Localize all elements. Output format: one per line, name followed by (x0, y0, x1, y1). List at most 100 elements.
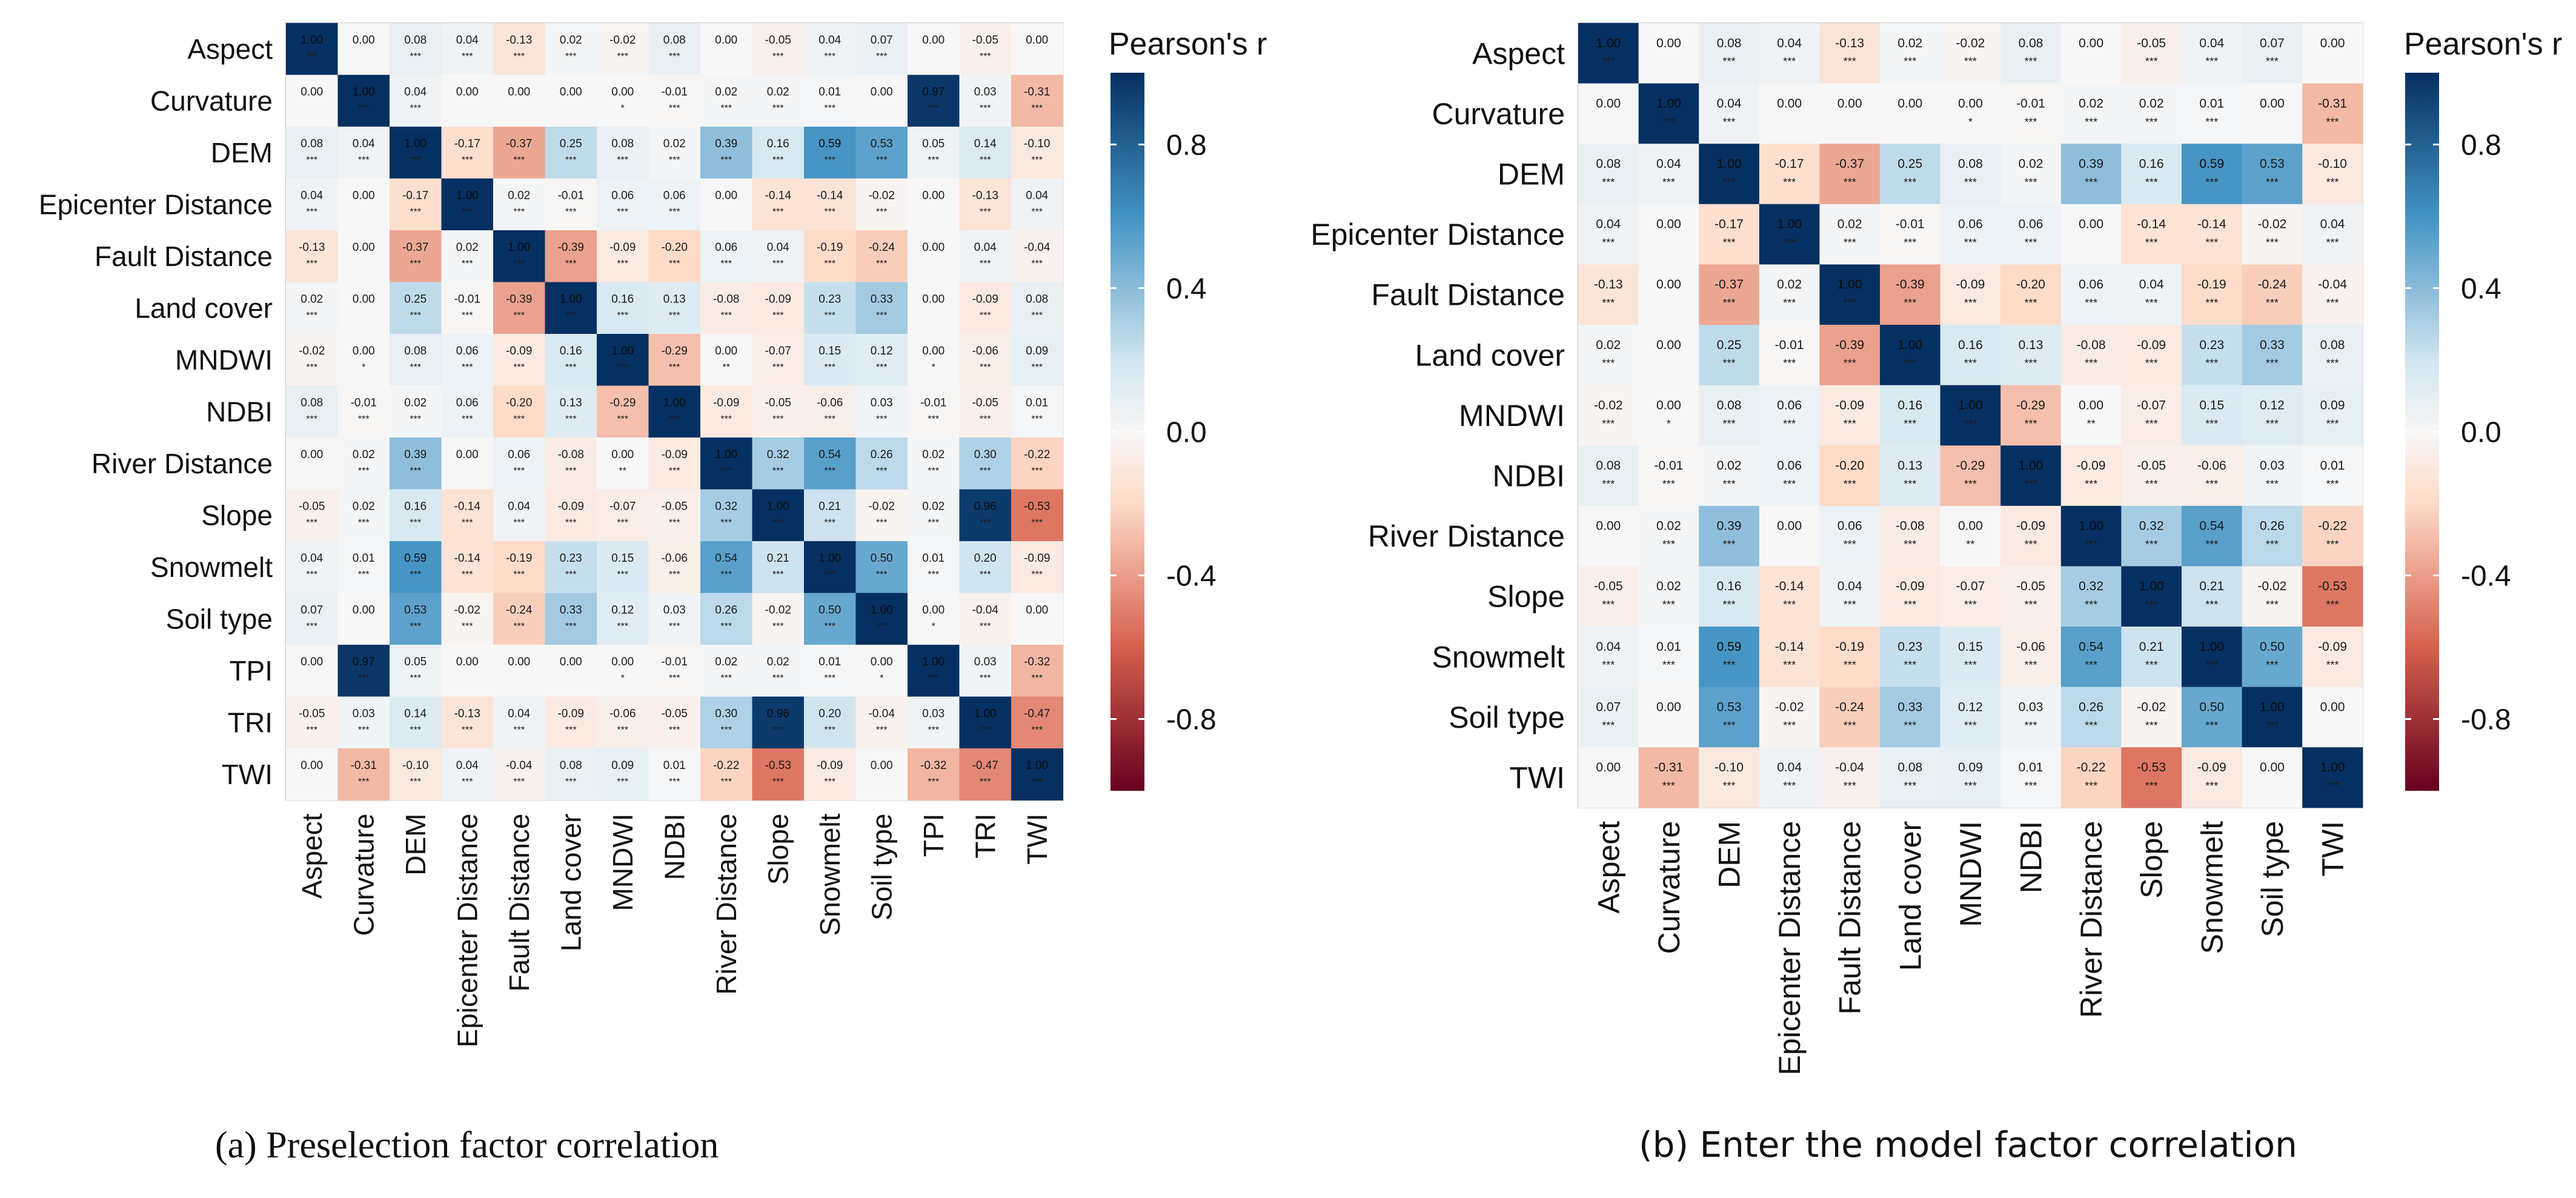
heatmap-cell (441, 489, 494, 542)
cell-value-label: 0.01 (2199, 96, 2224, 110)
heatmap-cell (597, 541, 649, 593)
cell-significance-label: *** (306, 517, 317, 528)
cell-significance-label: *** (1964, 599, 1977, 611)
heatmap-cell (959, 127, 1012, 179)
column-label: Fault Distance (1833, 821, 1867, 1015)
cell-significance-label: *** (1844, 719, 1856, 731)
cell-value-label: 0.06 (1837, 519, 1862, 533)
cell-value-label: 0.33 (2260, 338, 2285, 352)
cell-value-label: 0.00 (922, 190, 944, 202)
heatmap-cell (1578, 747, 1639, 808)
cell-significance-label: *** (772, 621, 784, 631)
cell-value-label: -0.09 (2318, 640, 2347, 654)
cell-significance-label: *** (565, 725, 577, 735)
cell-significance-label: *** (669, 310, 680, 321)
cell-significance-label: *** (876, 310, 888, 321)
column-label: TPI (918, 814, 949, 857)
cell-significance-label: *** (876, 621, 888, 631)
heatmap-cell (286, 438, 338, 490)
cell-significance-label: *** (2205, 539, 2218, 551)
heatmap-cell (804, 75, 856, 127)
cell-significance-label: *** (928, 673, 939, 684)
heatmap-cell (752, 230, 805, 282)
cell-significance-label: *** (772, 207, 784, 217)
cell-significance-label: *** (876, 414, 888, 424)
cell-value-label: 0.21 (2139, 640, 2164, 654)
cell-significance-label: *** (2145, 418, 2158, 430)
cell-value-label: 0.25 (1717, 338, 1742, 352)
row-label: Curvature (150, 85, 273, 116)
cell-significance-label: *** (2145, 358, 2158, 370)
cell-value-label: 0.00 (560, 656, 582, 668)
cell-value-label: 0.02 (353, 448, 375, 461)
cell-value-label: -0.09 (1896, 579, 1925, 593)
cell-value-label: 0.30 (974, 448, 997, 461)
cell-value-label: 0.02 (2079, 96, 2103, 110)
column-label: Soil type (2256, 821, 2289, 937)
cell-significance-label: *** (1783, 418, 1796, 430)
heatmap-cell (390, 645, 442, 697)
cell-significance-label: *** (565, 362, 577, 373)
heatmap-cell (908, 748, 960, 800)
heatmap-cell (2182, 385, 2243, 446)
cell-significance-label: *** (306, 259, 317, 269)
cell-value-label: -0.09 (558, 501, 584, 513)
heatmap-cell (2182, 627, 2243, 688)
cell-significance-label: *** (513, 570, 525, 580)
heatmap-cell (1819, 505, 1881, 567)
cell-significance-label: *** (980, 673, 991, 684)
heatmap-cell (2000, 83, 2062, 144)
cell-value-label: 0.32 (767, 448, 789, 461)
cell-significance-label: *** (1783, 237, 1796, 249)
cell-significance-label: *** (2205, 418, 2218, 430)
cell-significance-label: * (362, 362, 365, 373)
cell-value-label: 0.04 (974, 241, 997, 254)
cell-value-label: 0.26 (715, 604, 737, 617)
cell-value-label: 0.00 (611, 448, 634, 461)
cell-significance-label: *** (1722, 719, 1735, 731)
cell-value-label: -0.39 (558, 241, 584, 254)
heatmap-cell (2182, 747, 2243, 808)
cell-value-label: -0.01 (454, 293, 480, 306)
heatmap-cell (2182, 204, 2243, 265)
cell-significance-label: *** (2085, 297, 2097, 309)
cell-significance-label: *** (410, 466, 421, 476)
heatmap-cell (2302, 23, 2363, 84)
heatmap-cell (1011, 593, 1063, 645)
cell-value-label: 0.02 (508, 190, 530, 202)
cell-value-label: 0.50 (818, 604, 841, 617)
heatmap-cell (908, 23, 960, 75)
heatmap-cell (2060, 445, 2122, 507)
heatmap-cell (1819, 264, 1881, 325)
heatmap-cell (2060, 83, 2122, 144)
cell-value-label: 0.54 (715, 552, 737, 565)
cell-significance-label: *** (669, 777, 680, 787)
cell-significance-label: *** (669, 103, 680, 113)
cell-value-label: 0.00 (611, 86, 634, 99)
cell-significance-label: *** (1783, 659, 1796, 671)
heatmap-cell (1940, 264, 2001, 325)
cell-significance-label: *** (876, 517, 888, 528)
heatmap-cell (1819, 627, 1881, 688)
cell-value-label: 0.16 (2139, 157, 2164, 171)
cell-significance-label: *** (720, 570, 732, 580)
cell-significance-label: *** (876, 570, 888, 580)
cell-value-label: 0.54 (2199, 519, 2224, 533)
cell-value-label: 0.00 (1656, 36, 1681, 50)
heatmap-cell (855, 593, 908, 645)
cell-value-label: -0.08 (558, 448, 584, 461)
cell-significance-label: *** (617, 777, 628, 787)
cell-significance-label: *** (772, 52, 784, 62)
cell-value-label: 0.08 (404, 34, 427, 47)
heatmap-cell (2242, 23, 2303, 84)
heatmap-cell (804, 230, 856, 282)
row-label: MNDWI (1459, 399, 1565, 433)
cell-significance-label: *** (669, 155, 680, 165)
cell-value-label: 0.00 (1026, 34, 1048, 47)
cell-significance-label: *** (1904, 297, 1916, 309)
cell-value-label: -0.05 (2137, 459, 2166, 473)
cell-significance-label: *** (824, 207, 835, 217)
cell-value-label: -0.09 (713, 397, 739, 410)
cell-value-label: -0.04 (1024, 241, 1051, 254)
